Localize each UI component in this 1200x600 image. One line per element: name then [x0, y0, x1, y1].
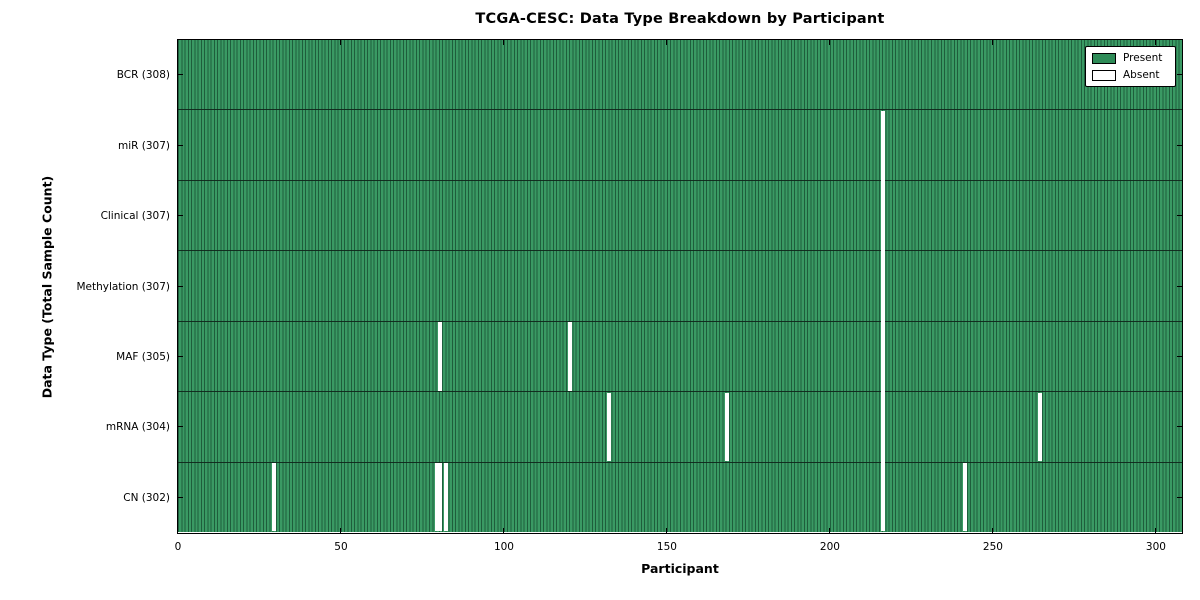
y-tick-label-methylation: Methylation (307): [76, 280, 170, 293]
x-tick-label: 200: [819, 541, 840, 553]
row-separator: [177, 461, 1182, 463]
row-separator: [177, 109, 1182, 111]
y-tick-right: [1176, 215, 1182, 217]
y-tick-left: [177, 496, 183, 498]
y-tick-right: [1176, 426, 1182, 428]
y-tick-left: [177, 355, 183, 357]
heatmap-row-mrna: [177, 391, 1182, 463]
y-tick-label-cn: CN (302): [123, 491, 170, 504]
x-tick-top: [339, 39, 341, 45]
absent-gap: [1037, 392, 1042, 462]
y-tick-right: [1176, 144, 1182, 146]
plot-area: [176, 38, 1183, 534]
y-tick-right: [1176, 74, 1182, 76]
heatmap-row-bcr: [177, 39, 1182, 110]
x-tick-top: [177, 39, 178, 45]
row-separator: [177, 250, 1182, 252]
heatmap-row-methylation: [177, 250, 1182, 322]
y-tick-label-mrna: mRNA (304): [105, 421, 170, 434]
row-separator: [177, 391, 1182, 393]
y-tick-right: [1176, 496, 1182, 498]
y-tick-left: [177, 215, 183, 217]
y-tick-left: [177, 74, 183, 76]
x-tick-bottom: [665, 527, 667, 533]
absent-gap: [724, 392, 729, 462]
absent-gap: [444, 463, 449, 532]
x-tick-top: [665, 39, 667, 45]
x-tick-label: 0: [174, 541, 182, 553]
x-tick-top: [991, 39, 993, 45]
y-tick-right: [1176, 285, 1182, 287]
y-tick-label-maf: MAF (305): [116, 350, 170, 363]
legend-entry-present: Present: [1092, 52, 1169, 64]
x-tick-bottom: [339, 527, 341, 533]
x-axis-title: Participant: [641, 561, 719, 576]
x-tick-bottom: [828, 527, 830, 533]
x-tick-label: 150: [656, 541, 677, 553]
x-tick-bottom: [1154, 527, 1156, 533]
row-separator: [177, 320, 1182, 322]
absent-gap: [881, 110, 886, 532]
heatmap-row-cn: [177, 462, 1182, 533]
absent-gap: [437, 463, 442, 532]
absent-gap: [434, 463, 439, 532]
heatmap-row-maf: [177, 321, 1182, 392]
heatmap-row-mir: [177, 109, 1182, 181]
legend: Present Absent: [1085, 46, 1176, 87]
absent-gap: [962, 463, 967, 532]
absent-gap: [271, 463, 276, 532]
y-tick-label-clinical: Clinical (307): [100, 210, 170, 223]
legend-entry-absent: Absent: [1092, 69, 1169, 81]
absent-gap: [568, 322, 573, 391]
y-tick-left: [177, 426, 183, 428]
x-tick-label: 100: [493, 541, 514, 553]
x-tick-top: [1154, 39, 1156, 45]
y-tick-right: [1176, 355, 1182, 357]
y-tick-label-bcr: BCR (308): [116, 69, 170, 82]
x-tick-bottom: [991, 527, 993, 533]
legend-swatch-present: [1092, 52, 1116, 64]
y-tick-left: [177, 144, 183, 146]
legend-label: Absent: [1123, 69, 1160, 81]
legend-swatch-absent: [1092, 69, 1116, 81]
x-tick-label: 300: [1145, 541, 1166, 553]
x-tick-bottom: [177, 527, 178, 533]
x-tick-label: 50: [334, 541, 348, 553]
x-tick-label: 250: [982, 541, 1003, 553]
x-tick-bottom: [502, 527, 504, 533]
row-separator: [177, 179, 1182, 181]
absent-gap: [607, 392, 612, 462]
y-tick-left: [177, 285, 183, 287]
absent-gap: [437, 322, 442, 391]
y-tick-label-mir: miR (307): [117, 139, 170, 152]
chart-title: TCGA-CESC: Data Type Breakdown by Partic…: [475, 11, 885, 27]
legend-label: Present: [1123, 52, 1163, 64]
x-tick-top: [502, 39, 504, 45]
heatmap-row-clinical: [177, 180, 1182, 251]
x-tick-top: [828, 39, 830, 45]
